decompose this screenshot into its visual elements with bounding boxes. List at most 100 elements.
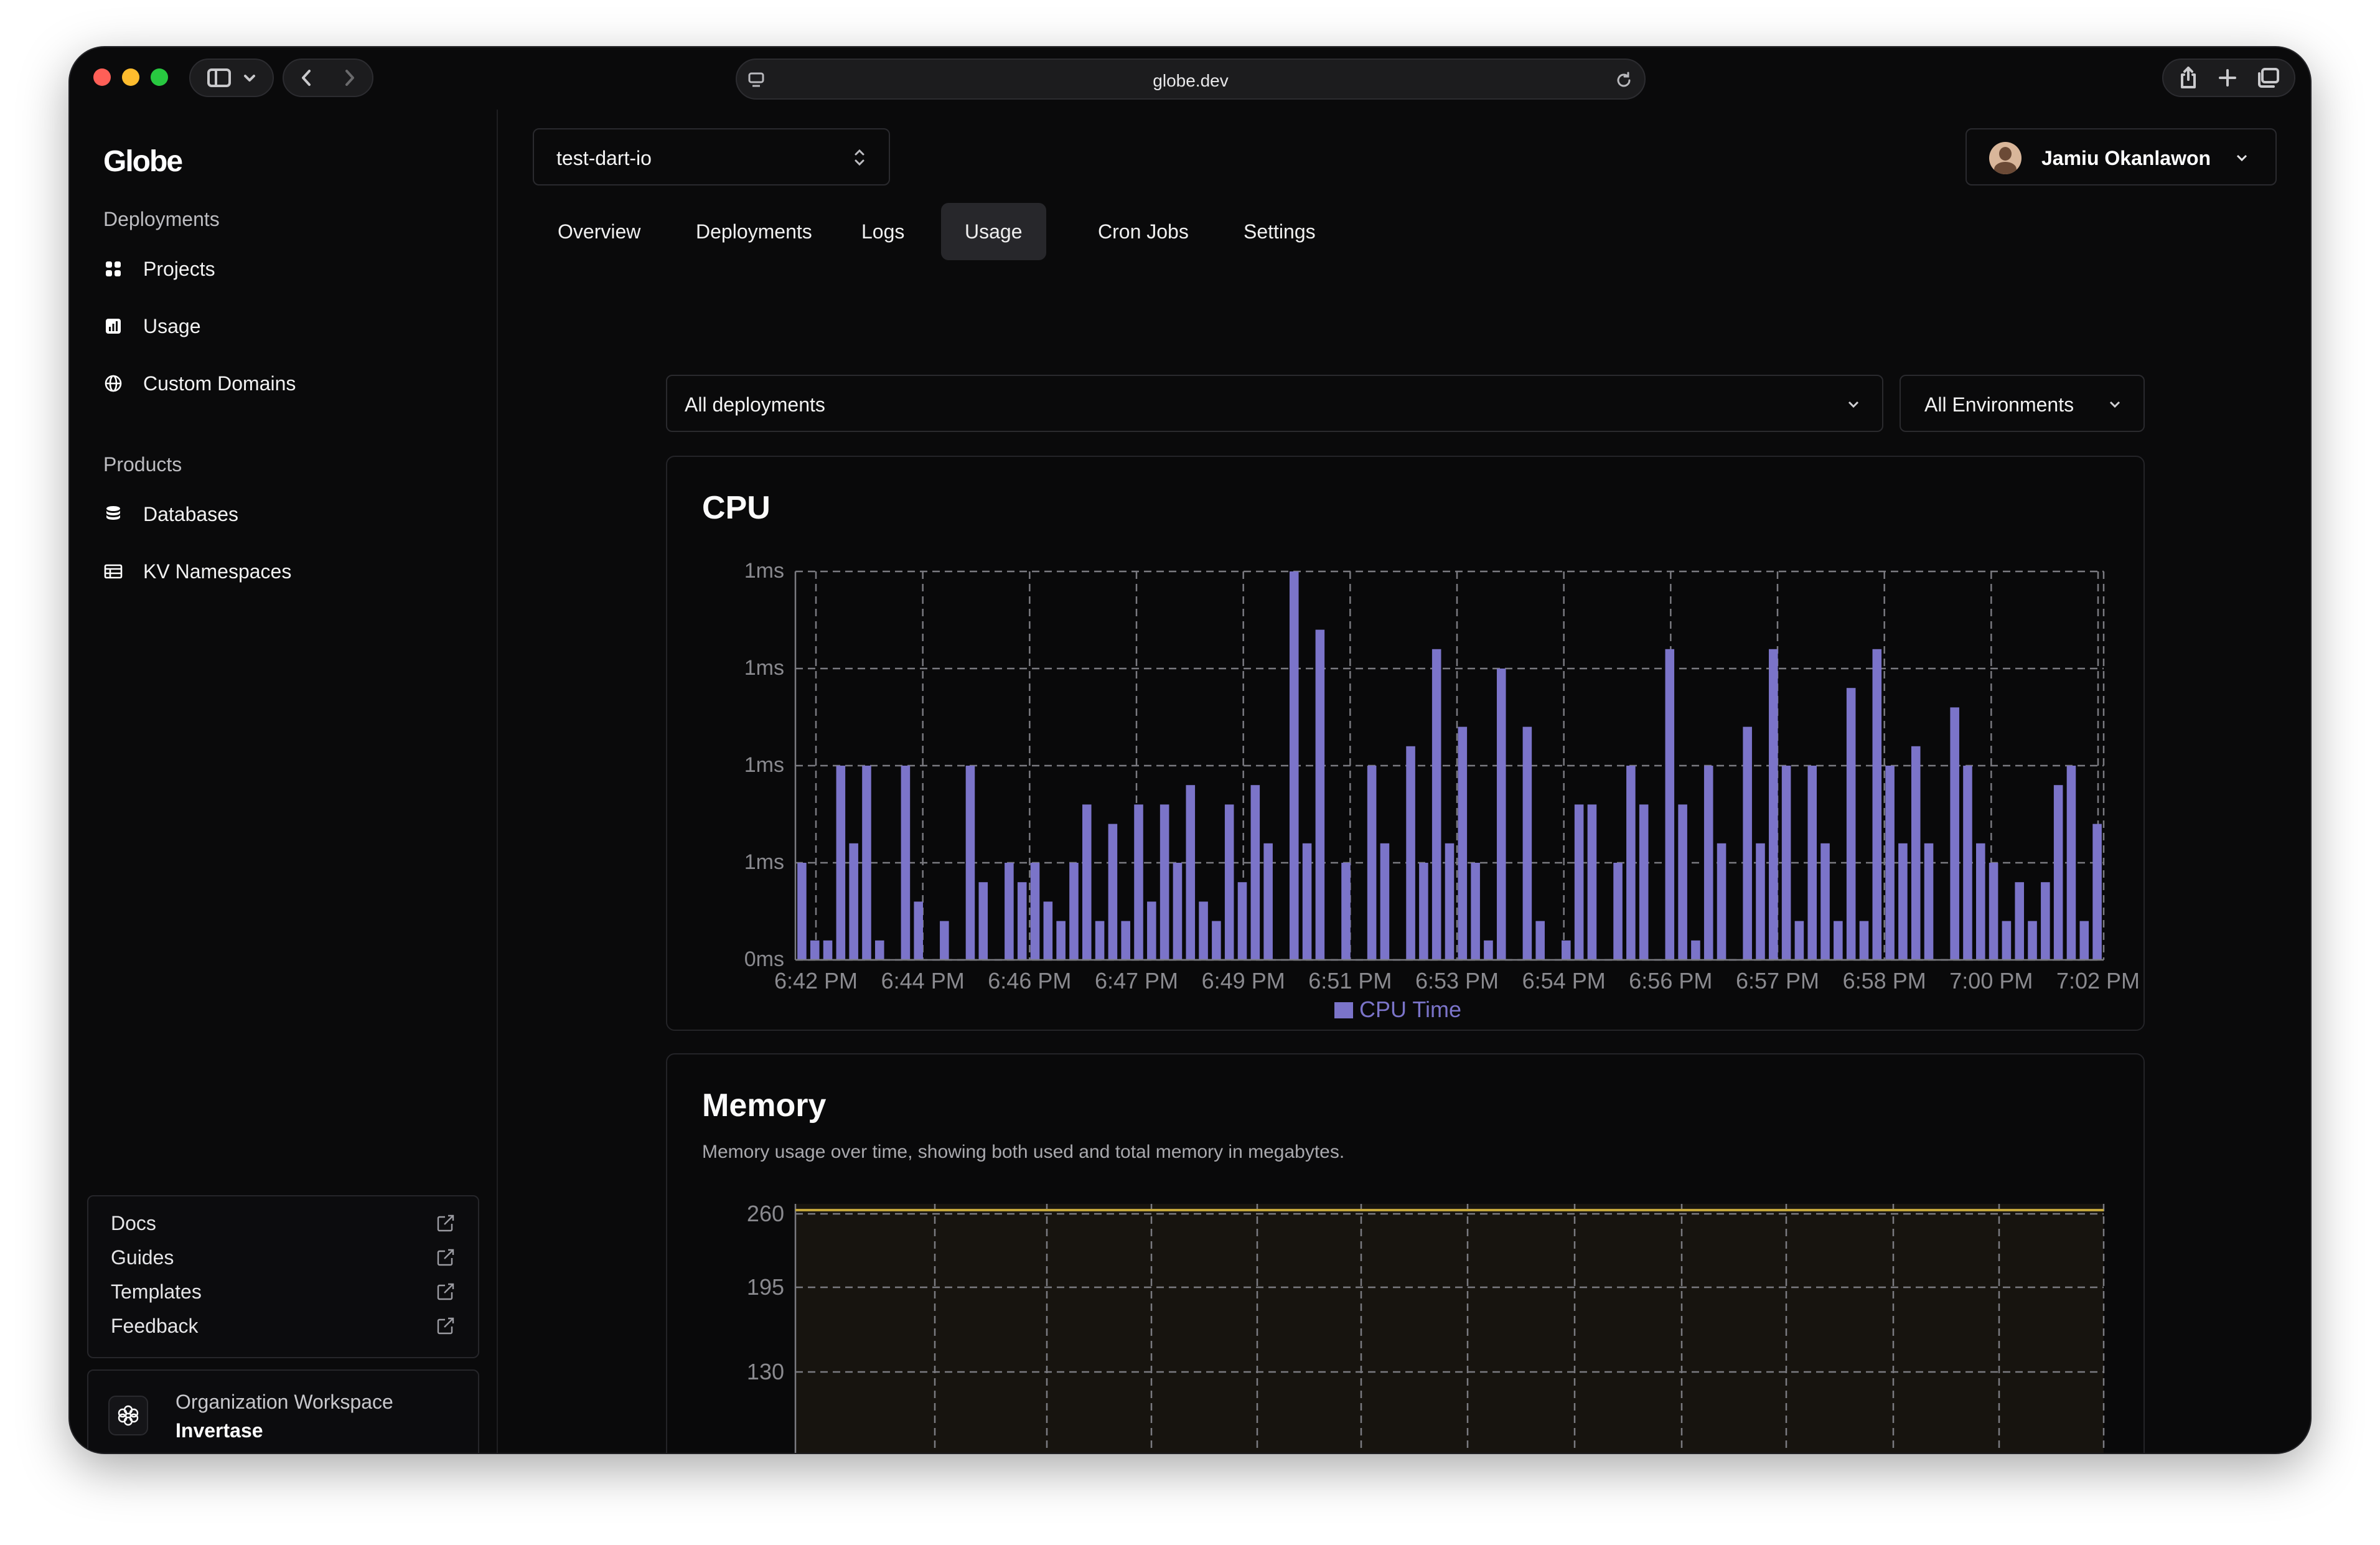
cpu-bar bbox=[1769, 649, 1778, 960]
x-tick-label: 6:53 PM bbox=[1415, 968, 1499, 993]
browser-actions bbox=[2162, 59, 2295, 97]
cpu-bar bbox=[1794, 921, 1804, 960]
cpu-bar bbox=[1147, 901, 1156, 960]
cpu-bar bbox=[1626, 766, 1636, 960]
cpu-bar bbox=[1717, 843, 1726, 960]
sidebar-item-custom-domains[interactable]: Custom Domains bbox=[103, 366, 296, 401]
cpu-bar bbox=[1419, 863, 1428, 960]
sidebar-toggle-button[interactable] bbox=[189, 59, 274, 97]
share-icon[interactable] bbox=[2178, 66, 2199, 90]
cpu-bar bbox=[1691, 940, 1700, 960]
cpu-bar bbox=[1173, 863, 1183, 960]
x-tick-label: 6:44 PM bbox=[881, 968, 965, 993]
address-bar[interactable]: globe.dev bbox=[736, 59, 1646, 100]
history-nav bbox=[283, 59, 373, 97]
cpu-bar bbox=[940, 921, 949, 960]
zoom-window-button[interactable] bbox=[151, 68, 168, 86]
x-tick-label: 6:58 PM bbox=[1843, 968, 1926, 993]
cpu-bar bbox=[1613, 863, 1623, 960]
environments-filter[interactable]: All Environments bbox=[1900, 375, 2145, 432]
cpu-bar bbox=[978, 882, 988, 960]
memory-chart: 260 195 130 bbox=[747, 1201, 2105, 1453]
chevron-down-icon bbox=[244, 75, 255, 82]
chevron-up-down-icon bbox=[855, 149, 864, 166]
forward-arrow-icon[interactable] bbox=[340, 68, 358, 87]
tab-overview[interactable]: Overview bbox=[558, 220, 641, 243]
url-text: globe.dev bbox=[1153, 71, 1229, 90]
cpu-bar bbox=[1574, 804, 1584, 960]
cpu-bar bbox=[1535, 921, 1545, 960]
cpu-bar bbox=[1237, 882, 1247, 960]
cpu-bar bbox=[1302, 843, 1312, 960]
cpu-bar bbox=[2053, 785, 2063, 960]
grid-icon bbox=[106, 261, 121, 276]
cpu-bar bbox=[1522, 726, 1532, 960]
cpu-bar bbox=[849, 843, 858, 960]
memory-area bbox=[795, 1204, 2104, 1453]
project-selector[interactable]: test-dart-io bbox=[533, 128, 890, 185]
feedback-link[interactable]: Feedback bbox=[111, 1310, 456, 1341]
templates-link[interactable]: Templates bbox=[111, 1276, 456, 1307]
close-window-button[interactable] bbox=[93, 68, 111, 86]
x-tick-label: 6:47 PM bbox=[1095, 968, 1178, 993]
cpu-bar bbox=[1005, 863, 1014, 960]
sidebar-item-databases[interactable]: Databases bbox=[103, 497, 238, 532]
user-menu[interactable]: Jamiu Okanlawon bbox=[1965, 128, 2277, 185]
tab-settings[interactable]: Settings bbox=[1244, 220, 1316, 243]
docs-link[interactable]: Docs bbox=[111, 1208, 456, 1239]
external-link-icon bbox=[437, 1214, 454, 1232]
cpu-bar bbox=[1082, 804, 1092, 960]
guides-link[interactable]: Guides bbox=[111, 1242, 456, 1273]
cpu-bar bbox=[1121, 921, 1130, 960]
new-tab-plus-icon[interactable] bbox=[2218, 68, 2237, 88]
minimize-window-button[interactable] bbox=[122, 68, 139, 86]
sidebar-item-label: KV Namespaces bbox=[143, 560, 292, 583]
reload-icon[interactable] bbox=[1614, 71, 1633, 90]
external-links: Docs Guides Templates Feedback bbox=[87, 1195, 479, 1358]
cpu-bar bbox=[1872, 649, 1882, 960]
y-tick-label: 1ms bbox=[744, 656, 784, 680]
tab-deployments[interactable]: Deployments bbox=[696, 220, 812, 243]
cpu-bar bbox=[2002, 921, 2012, 960]
cpu-bar bbox=[1834, 921, 1843, 960]
cpu-bar bbox=[836, 766, 846, 960]
memory-title: Memory bbox=[702, 1087, 827, 1124]
organization-switcher[interactable]: Organization Workspace Invertase bbox=[87, 1369, 479, 1453]
cpu-bar bbox=[1496, 669, 1506, 960]
cpu-bar bbox=[1885, 766, 1895, 960]
invertase-logo-icon bbox=[118, 1405, 139, 1426]
sidebar-item-label: Databases bbox=[143, 502, 238, 525]
y-tick-label: 1ms bbox=[744, 850, 784, 874]
link-label: Guides bbox=[111, 1246, 174, 1269]
cpu-bar bbox=[2066, 766, 2076, 960]
memory-subtitle: Memory usage over time, showing both use… bbox=[702, 1142, 1345, 1162]
site-settings-icon[interactable] bbox=[747, 71, 766, 90]
back-arrow-icon[interactable] bbox=[298, 68, 316, 87]
sidebar-item-kv-namespaces[interactable]: KV Namespaces bbox=[103, 554, 291, 589]
cpu-bar bbox=[1911, 746, 1921, 960]
cpu-bar bbox=[1756, 843, 1765, 960]
sidebar-item-projects[interactable]: Projects bbox=[103, 251, 215, 286]
y-tick-label: 195 bbox=[747, 1274, 784, 1300]
cpu-bar bbox=[1484, 940, 1493, 960]
cpu-bar bbox=[2079, 921, 2089, 960]
tab-logs[interactable]: Logs bbox=[861, 220, 905, 243]
cpu-bar bbox=[1665, 649, 1675, 960]
cpu-bar bbox=[1043, 901, 1053, 960]
cpu-bar bbox=[901, 766, 911, 960]
cpu-bar bbox=[1263, 843, 1273, 960]
deployments-filter-value: All deployments bbox=[685, 393, 825, 416]
globe-logo[interactable]: Globe bbox=[103, 145, 183, 178]
org-label: Organization Workspace bbox=[176, 1391, 393, 1413]
tab-cron-jobs[interactable]: Cron Jobs bbox=[1098, 220, 1189, 243]
cpu-bar bbox=[1471, 863, 1480, 960]
environments-filter-value: All Environments bbox=[1924, 393, 2074, 416]
cpu-bar bbox=[874, 940, 884, 960]
tab-overview-icon[interactable] bbox=[2256, 67, 2280, 88]
tab-usage[interactable]: Usage bbox=[941, 203, 1046, 260]
cpu-bar bbox=[1380, 843, 1390, 960]
cpu-bar bbox=[1367, 766, 1377, 960]
sidebar-item-usage[interactable]: Usage bbox=[103, 309, 201, 344]
deployments-filter[interactable]: All deployments bbox=[666, 375, 1883, 432]
cpu-bar bbox=[1199, 901, 1208, 960]
